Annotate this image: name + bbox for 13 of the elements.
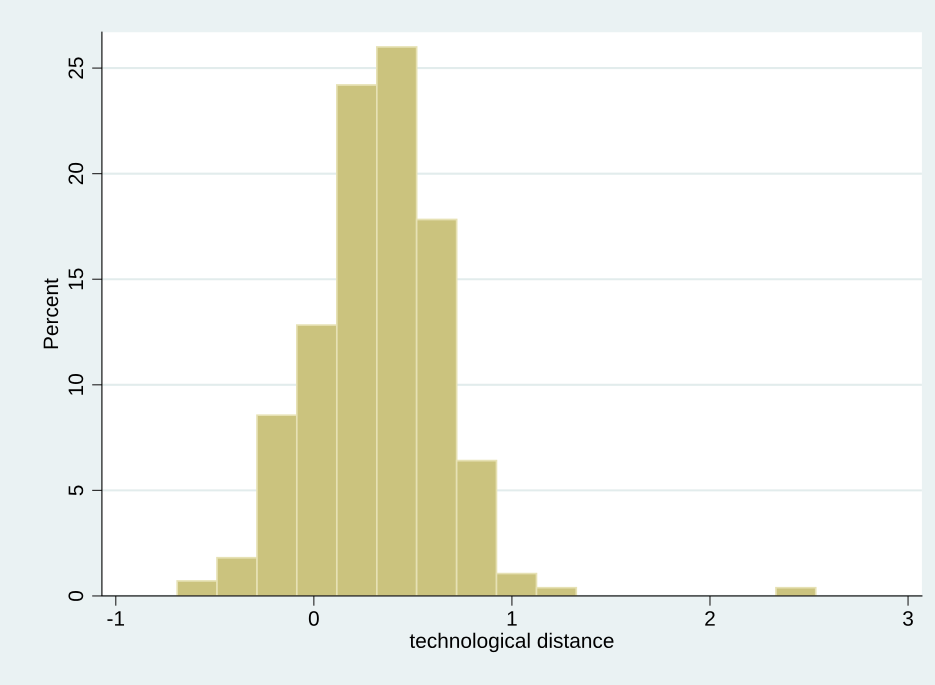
y-tick-label: 20 [68, 162, 84, 184]
y-tick-label: 15 [68, 268, 84, 290]
y-axis-title: Percent [44, 278, 58, 348]
x-tick-label: 3 [903, 611, 913, 626]
x-axis-title: technological distance [410, 632, 614, 652]
x-tick-label: 1 [508, 611, 517, 626]
y-tick-label: 25 [68, 57, 84, 79]
x-tick-label: 2 [705, 611, 715, 626]
x-tick-label: -1 [107, 611, 124, 626]
x-tick-label: 0 [308, 611, 319, 626]
y-tick-label: 10 [68, 374, 84, 395]
y-tick-label: 5 [68, 485, 84, 496]
y-tick-label: 0 [68, 590, 84, 601]
